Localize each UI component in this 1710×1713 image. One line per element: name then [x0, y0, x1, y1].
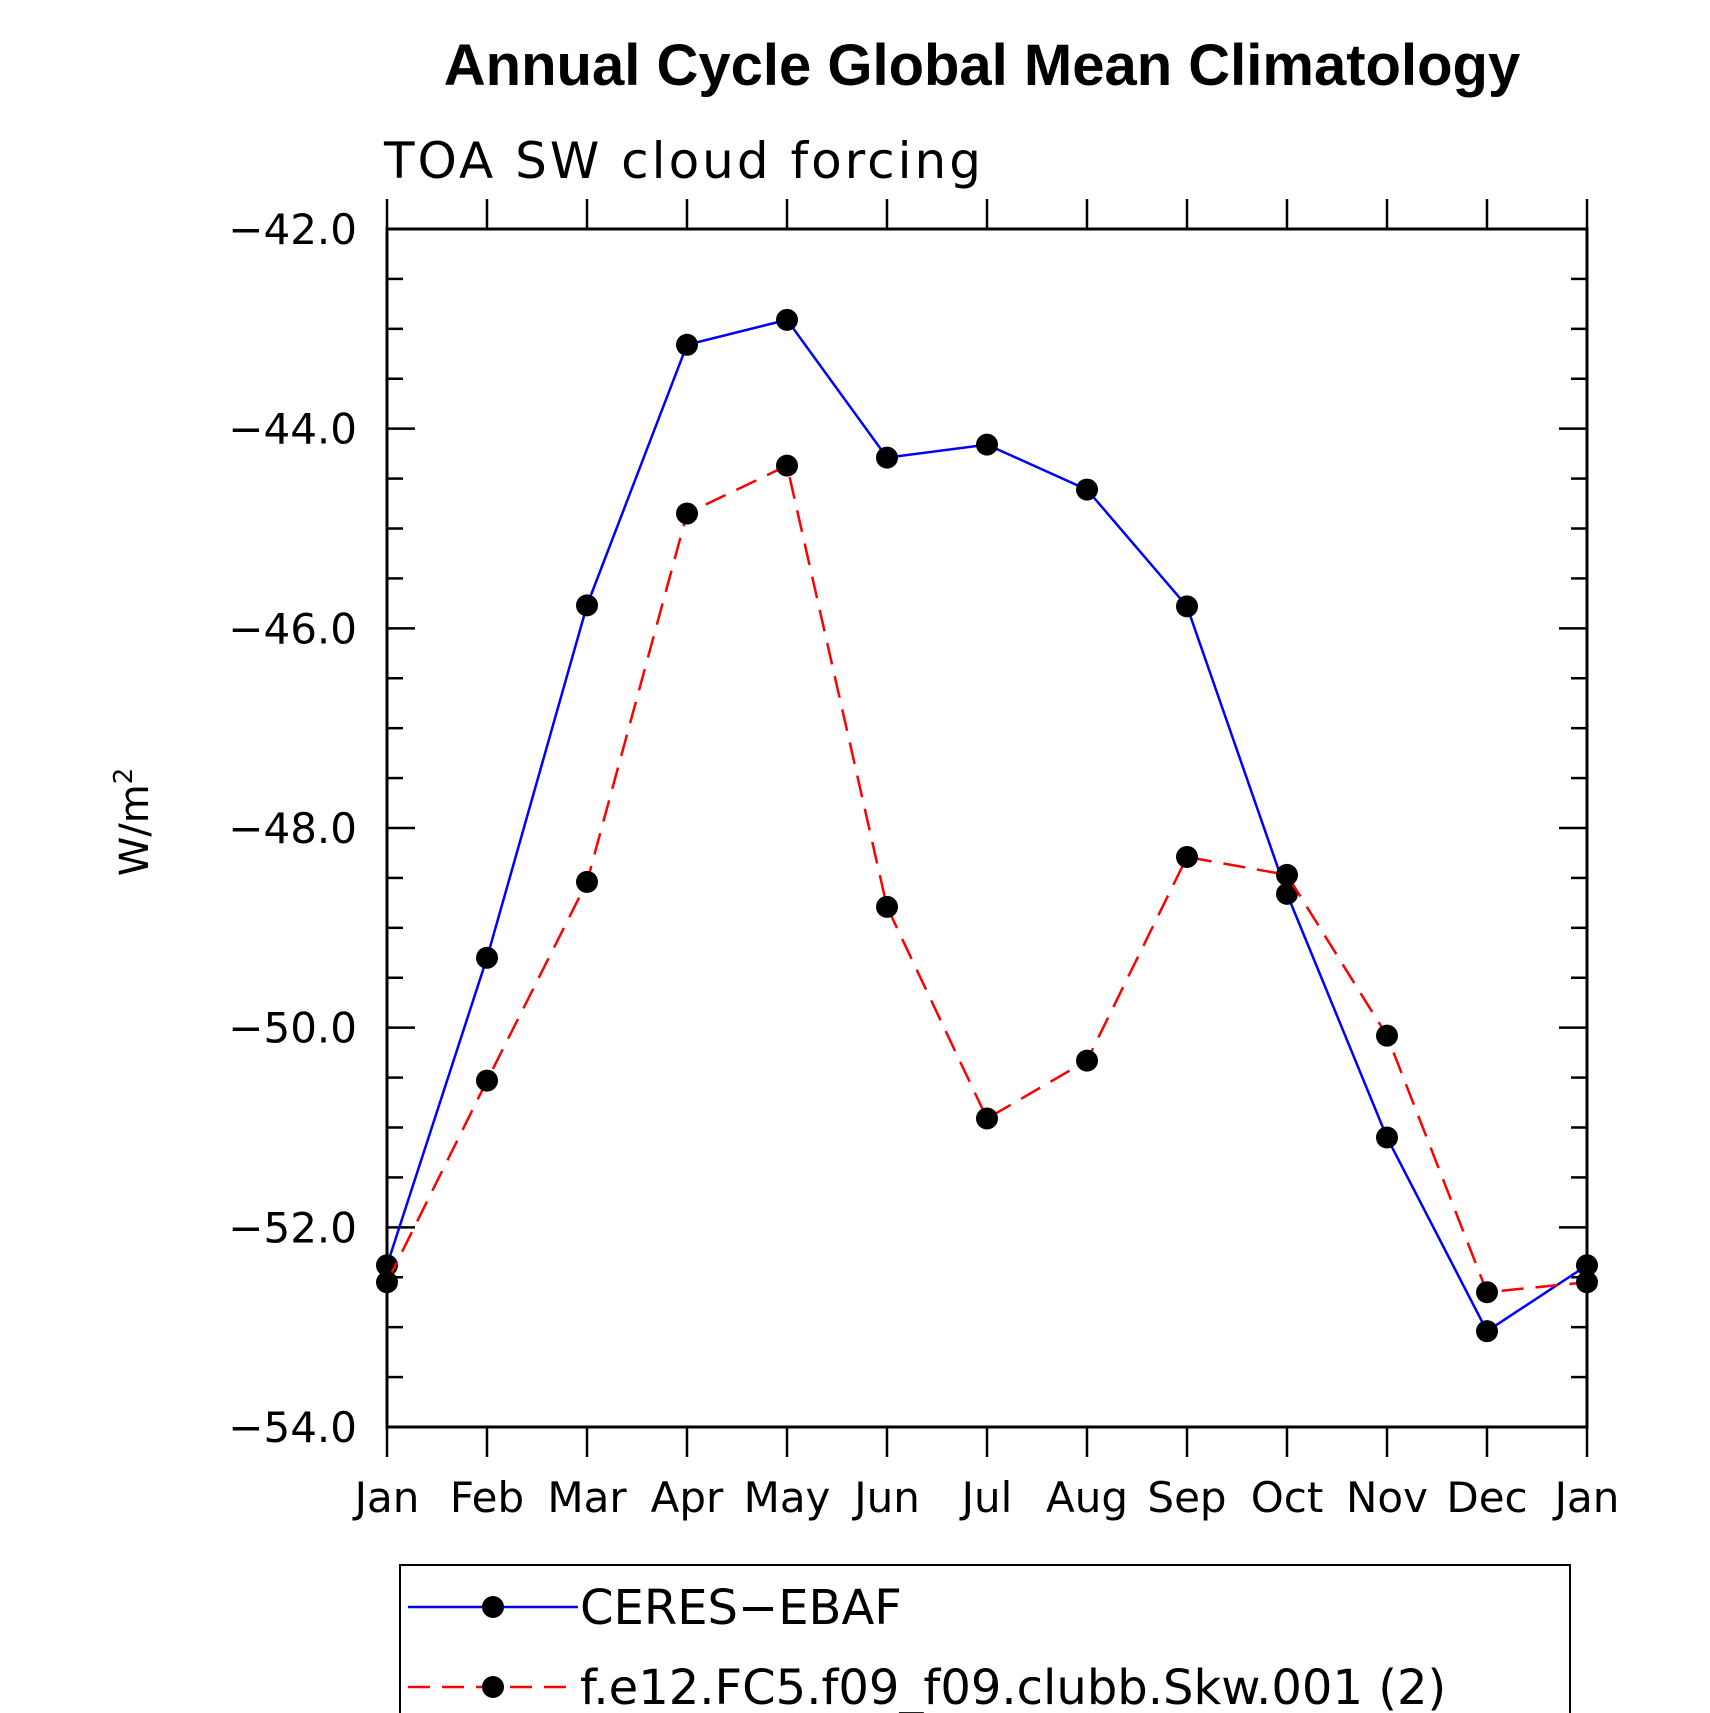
x-tick-label: Jan: [352, 1473, 420, 1522]
data-point: [576, 870, 598, 893]
data-point: [376, 1271, 398, 1294]
plot-frame: [385, 227, 1589, 1429]
data-point: [1076, 478, 1098, 501]
data-point: [776, 454, 798, 477]
data-point: [876, 446, 898, 469]
data-point: [1476, 1281, 1498, 1304]
y-tick-label: −46.0: [228, 604, 357, 653]
series-line: [385, 318, 1588, 1334]
x-tick-label: Feb: [450, 1473, 524, 1522]
y-tick-label: −42.0: [228, 205, 357, 254]
legend-marker: [482, 1596, 504, 1618]
y-tick-label: −52.0: [228, 1203, 357, 1252]
x-tick-label: Sep: [1147, 1473, 1226, 1522]
plot-area: [385, 227, 1589, 1429]
data-point: [1176, 845, 1198, 868]
series-1: [376, 308, 1598, 1343]
chart-title: Annual Cycle Global Mean Climatology: [444, 33, 1520, 98]
x-tick-label: Jan: [1552, 1473, 1620, 1522]
data-point: [1076, 1049, 1098, 1072]
series-2: [376, 454, 1598, 1304]
svg-text:W/m2: W/m2: [109, 768, 158, 877]
data-point: [876, 895, 898, 918]
data-point: [1276, 882, 1298, 905]
data-point: [576, 594, 598, 617]
data-point: [676, 502, 698, 525]
x-tick-label: Nov: [1346, 1473, 1428, 1522]
x-tick-label: Oct: [1251, 1473, 1324, 1522]
legend-label: f.e12.FC5.f09_f09.clubb.Skw.001 (2): [580, 1660, 1446, 1713]
axis-ticks: −42.0 −44.0 −46.0 −48.0 −50.0 −52.0 −54.0 Jan Fe…: [228, 199, 1619, 1522]
x-tick-label: May: [744, 1473, 831, 1522]
x-tick-label: Apr: [651, 1473, 724, 1522]
data-point: [476, 946, 498, 969]
data-point: [1176, 595, 1198, 618]
legend-label: CERES−EBAF: [580, 1580, 902, 1636]
x-tick-label: Jul: [959, 1473, 1013, 1522]
y-tick-label: −50.0: [228, 1004, 357, 1053]
legend-marker: [482, 1676, 504, 1698]
y-tick-label: −54.0: [228, 1403, 357, 1452]
series-line: [385, 463, 1588, 1294]
data-point: [976, 433, 998, 456]
x-tick-label: Jun: [851, 1473, 920, 1522]
y-tick-label: −44.0: [228, 405, 357, 454]
y-axis-label: W/m2: [109, 768, 158, 877]
y-axis-label-superscript: 2: [109, 768, 139, 785]
chart-subtitle: TOA SW cloud forcing: [383, 132, 984, 190]
legend-box: [399, 1564, 1571, 1713]
y-tick-label: −48.0: [228, 804, 357, 853]
data-point: [1576, 1271, 1598, 1294]
data-point: [676, 333, 698, 356]
x-tick-label: Dec: [1446, 1473, 1527, 1522]
data-point: [1376, 1126, 1398, 1149]
y-axis-label-text: W/m: [112, 784, 158, 876]
data-point: [976, 1107, 998, 1130]
x-tick-label: Mar: [547, 1473, 627, 1522]
data-point: [1376, 1024, 1398, 1047]
data-point: [476, 1069, 498, 1092]
legend: CERES−EBAF f.e12.FC5.f09_f09.clubb.Skw.00…: [399, 1564, 1571, 1713]
data-point: [1476, 1320, 1498, 1343]
data-point: [1276, 863, 1298, 886]
x-tick-label: Aug: [1046, 1473, 1128, 1522]
series-layer: [376, 308, 1598, 1343]
data-point: [1576, 1254, 1598, 1277]
data-point: [776, 308, 798, 331]
